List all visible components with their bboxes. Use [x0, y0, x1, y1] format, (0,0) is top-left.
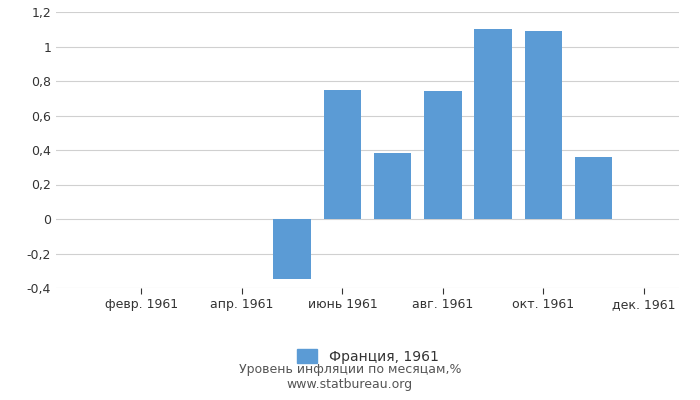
Bar [475, 29, 512, 219]
Text: www.statbureau.org: www.statbureau.org [287, 378, 413, 391]
Bar [323, 90, 361, 219]
Text: Уровень инфляции по месяцам,%: Уровень инфляции по месяцам,% [239, 364, 461, 376]
Bar [273, 219, 311, 279]
Bar [575, 157, 612, 219]
Bar [424, 91, 462, 219]
Bar [524, 31, 562, 219]
Legend: Франция, 1961: Франция, 1961 [291, 344, 444, 369]
Bar [374, 154, 412, 219]
